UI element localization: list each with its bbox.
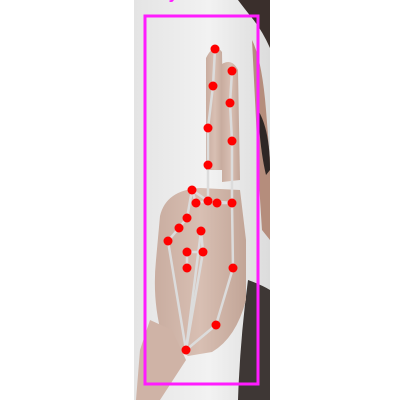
landmark-point bbox=[210, 44, 220, 54]
detection-bounding-box bbox=[143, 14, 260, 386]
landmark-point bbox=[203, 123, 213, 133]
hand-landmarks bbox=[163, 44, 238, 355]
landmark-point bbox=[212, 198, 222, 208]
skeleton-segment bbox=[228, 101, 234, 143]
person-shoulder bbox=[238, 280, 270, 400]
skeleton-segment bbox=[206, 84, 215, 130]
landmark-point bbox=[191, 198, 201, 208]
person-head bbox=[238, 0, 270, 48]
landmark-point bbox=[196, 226, 206, 236]
landmark-point bbox=[203, 160, 213, 170]
landmark-point bbox=[181, 345, 191, 355]
person-hair-side bbox=[258, 110, 270, 175]
landmark-point bbox=[187, 185, 197, 195]
skeleton-segment bbox=[230, 201, 235, 270]
skeleton-segment bbox=[184, 250, 205, 352]
skeleton-segment bbox=[214, 266, 235, 327]
landmark-point bbox=[227, 198, 237, 208]
landmark-point bbox=[211, 320, 221, 330]
landmark-point bbox=[198, 247, 208, 257]
skeleton-segment bbox=[166, 239, 188, 352]
landmark-point bbox=[227, 66, 237, 76]
landmark-point bbox=[228, 263, 238, 273]
skeleton-segment bbox=[185, 188, 194, 220]
landmark-point bbox=[163, 236, 173, 246]
hand-skeleton bbox=[166, 47, 235, 352]
skeleton-segment bbox=[211, 47, 217, 88]
detection-label: y bbox=[168, 0, 178, 2]
camera-image bbox=[134, 0, 270, 400]
landmark-point bbox=[182, 263, 192, 273]
landmark-point bbox=[174, 223, 184, 233]
landmark-point bbox=[225, 98, 235, 108]
landmark-point bbox=[208, 81, 218, 91]
landmark-point bbox=[203, 196, 213, 206]
landmark-point bbox=[182, 213, 192, 223]
landmark-point bbox=[182, 247, 192, 257]
skeleton-segment bbox=[184, 323, 218, 352]
skeleton-segment bbox=[228, 69, 234, 105]
landmark-point bbox=[227, 136, 237, 146]
